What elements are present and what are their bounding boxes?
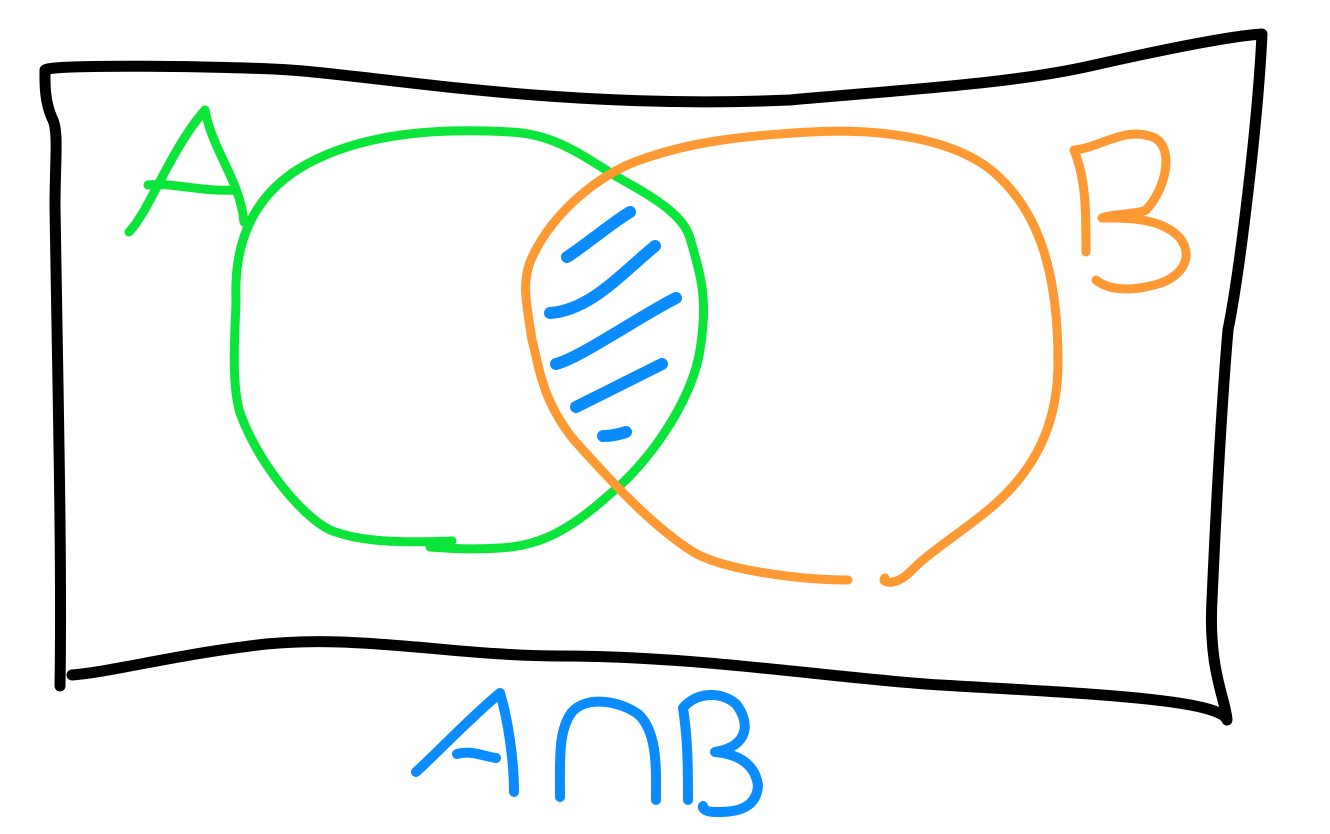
hatch-line [570,358,668,413]
set-b-label: B [1069,129,1191,294]
set-b-label-text: B [1120,199,1121,201]
intersection-label: A∩B [411,688,763,817]
set-a-circle [229,126,709,554]
set-b-circle [521,126,1063,587]
hatch-line [597,426,632,442]
set-b-letter-glyph [1069,129,1191,294]
intersection-hatching [544,206,682,442]
hatch-line [544,240,661,319]
universe-rectangle [39,28,1268,726]
hatch-line [561,206,636,263]
intersection-label-a-glyph [411,688,519,797]
intersection-cap-glyph [554,696,662,805]
set-a-letter-glyph [124,105,249,237]
set-a-label: A [124,105,249,237]
hatch-line [550,292,682,370]
intersection-label-b-glyph [678,689,763,817]
set-a-label-text: A [190,178,191,181]
